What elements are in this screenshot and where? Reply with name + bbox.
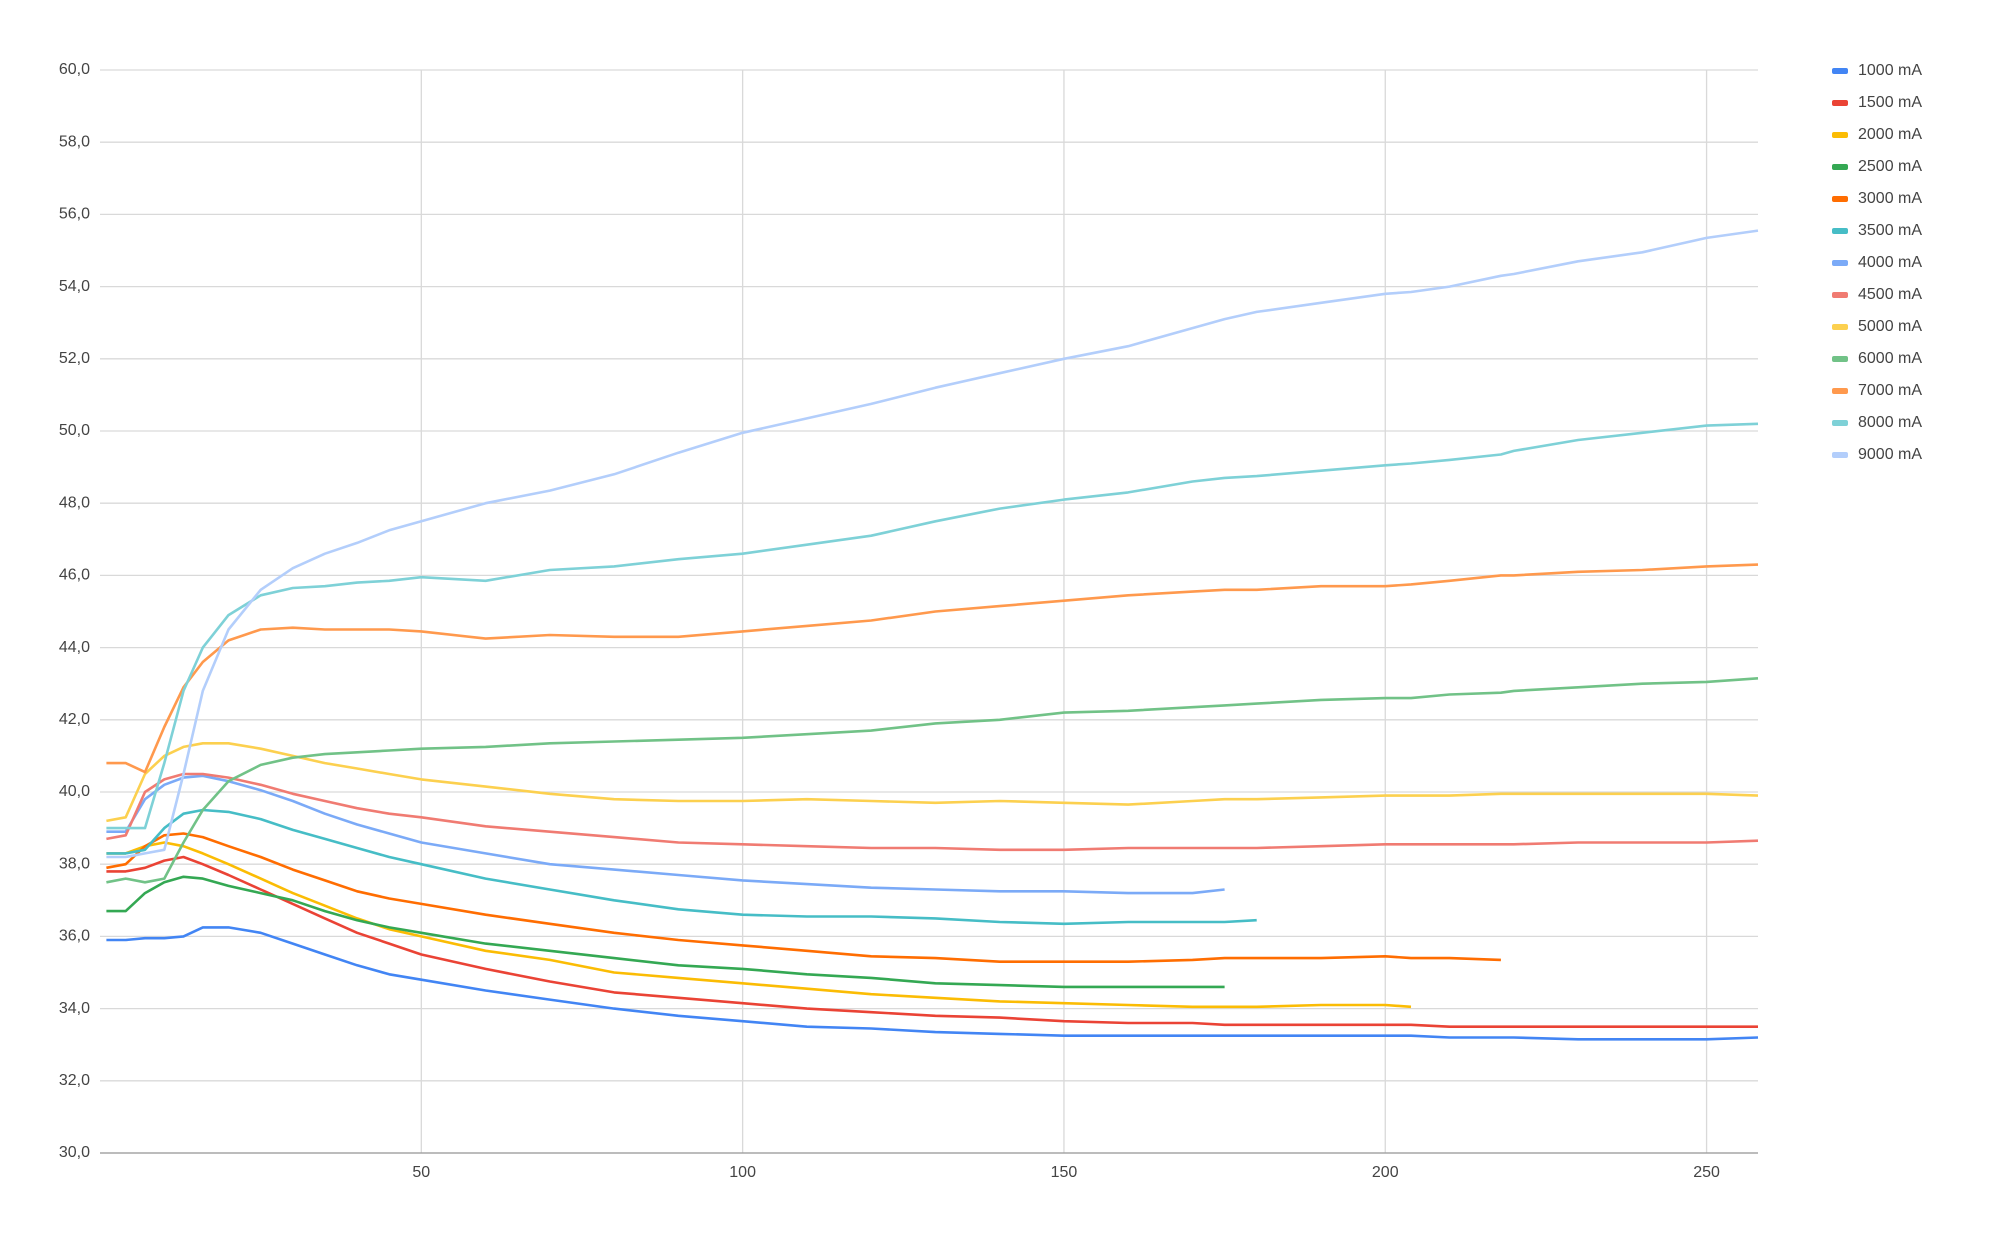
legend-label: 2000 mA	[1858, 126, 1922, 143]
series-line	[106, 855, 1758, 1028]
series-line	[106, 742, 1759, 823]
series-line	[106, 422, 1759, 830]
y-tick-label: 40,0	[59, 783, 90, 800]
legend-swatch	[1832, 228, 1848, 234]
legend-swatch	[1832, 420, 1848, 426]
legend-swatch	[1832, 324, 1848, 330]
y-tick-label: 36,0	[59, 928, 90, 945]
legend-label: 1000 mA	[1858, 62, 1922, 79]
legend-swatch	[1832, 68, 1848, 74]
y-tick-label: 42,0	[59, 711, 90, 728]
y-tick-label: 58,0	[59, 133, 90, 150]
y-tick-label: 50,0	[59, 422, 90, 439]
legend-label: 6000 mA	[1858, 350, 1922, 367]
y-tick-label: 38,0	[59, 855, 90, 872]
y-tick-label: 52,0	[59, 350, 90, 367]
legend-swatch	[1832, 452, 1848, 458]
y-tick-label: 44,0	[59, 639, 90, 656]
series-line	[106, 563, 1759, 774]
x-tick-label: 150	[1051, 1164, 1078, 1181]
legend-swatch	[1832, 260, 1848, 266]
legend-label: 3000 mA	[1858, 190, 1922, 207]
y-tick-label: 60,0	[59, 61, 90, 78]
series-line	[106, 772, 1759, 852]
legend-label: 1500 mA	[1858, 94, 1922, 111]
legend-swatch	[1832, 292, 1848, 298]
y-tick-label: 48,0	[59, 494, 90, 511]
y-tick-label: 54,0	[59, 278, 90, 295]
legend-swatch	[1832, 356, 1848, 362]
series-line	[106, 774, 1225, 895]
x-tick-label: 250	[1693, 1164, 1720, 1181]
y-tick-label: 56,0	[59, 206, 90, 223]
series-line	[106, 677, 1759, 884]
legend-label: 8000 mA	[1858, 414, 1922, 431]
y-tick-label: 30,0	[59, 1144, 90, 1161]
legend-swatch	[1832, 388, 1848, 394]
legend-label: 5000 mA	[1858, 318, 1922, 335]
legend-swatch	[1832, 100, 1848, 106]
x-tick-label: 100	[729, 1164, 756, 1181]
x-tick-label: 50	[412, 1164, 430, 1181]
legend-label: 4000 mA	[1858, 254, 1922, 271]
x-tick-label: 200	[1372, 1164, 1399, 1181]
legend-swatch	[1832, 164, 1848, 170]
series-line	[106, 229, 1759, 859]
legend-label: 7000 mA	[1858, 382, 1922, 399]
series-line	[106, 808, 1257, 926]
legend-swatch	[1832, 196, 1848, 202]
y-tick-label: 46,0	[59, 567, 90, 584]
series-line	[106, 875, 1225, 989]
legend-label: 3500 mA	[1858, 222, 1922, 239]
legend-label: 2500 mA	[1858, 158, 1922, 175]
series-line	[106, 832, 1501, 963]
y-tick-label: 34,0	[59, 1000, 90, 1017]
y-tick-label: 32,0	[59, 1072, 90, 1089]
legend-label: 4500 mA	[1858, 286, 1922, 303]
legend-label: 9000 mA	[1858, 446, 1922, 463]
legend-swatch	[1832, 132, 1848, 138]
series-line	[106, 926, 1759, 1041]
series-line	[106, 841, 1412, 1009]
